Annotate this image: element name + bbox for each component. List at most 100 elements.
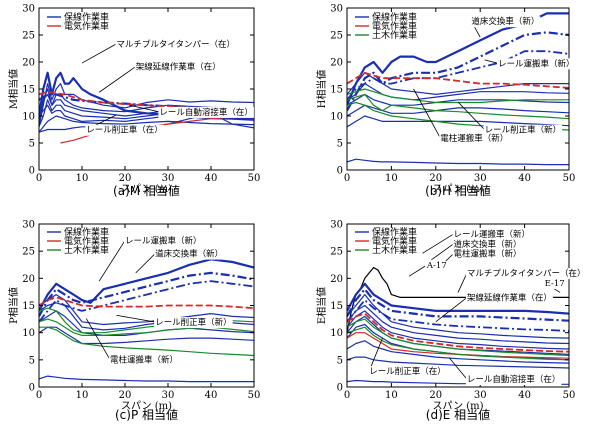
series-line bbox=[347, 72, 569, 96]
legend-label: 保線作業車 bbox=[64, 226, 109, 238]
y-axis-label: M相当値 bbox=[7, 69, 20, 109]
annotation-arrow bbox=[435, 297, 468, 323]
x-tick-label: 50 bbox=[563, 390, 576, 401]
series-line bbox=[347, 304, 569, 345]
series-line bbox=[347, 294, 569, 339]
legend-label: 保線作業車 bbox=[64, 11, 109, 23]
series-group bbox=[347, 266, 569, 385]
x-tick-label: 30 bbox=[474, 390, 487, 401]
x-tick-label: 20 bbox=[429, 390, 442, 401]
y-tick-label: 0 bbox=[337, 166, 343, 177]
series-line bbox=[39, 375, 254, 383]
annotation-arrow bbox=[116, 314, 156, 323]
x-tick-label: 0 bbox=[344, 173, 350, 184]
legend-label: 電気作業車 bbox=[64, 20, 109, 32]
series-line bbox=[347, 299, 569, 332]
y-tick-label: 20 bbox=[22, 58, 35, 69]
annotation-arrow bbox=[135, 253, 156, 274]
x-tick-label: 50 bbox=[248, 173, 261, 184]
x-axis-label: スパン (m) bbox=[433, 400, 484, 412]
y-tick-label: 10 bbox=[22, 328, 35, 339]
series-line bbox=[39, 258, 254, 312]
series-line bbox=[39, 326, 254, 357]
annotation-label: レール運搬車（新） bbox=[498, 58, 575, 69]
y-axis-label: E相当値 bbox=[315, 287, 328, 324]
x-tick-label: 50 bbox=[563, 173, 576, 184]
x-tick-label: 40 bbox=[205, 173, 218, 184]
annotation-label: レール削正車（在） bbox=[86, 125, 163, 136]
annotation-label: レール削正車（新） bbox=[485, 125, 562, 136]
y-tick-label: 15 bbox=[22, 301, 35, 312]
annotation-arrow bbox=[413, 88, 441, 139]
x-tick-label: 30 bbox=[162, 390, 175, 401]
series-line bbox=[347, 332, 569, 359]
annotation-arrow bbox=[484, 59, 499, 64]
x-tick-label: 10 bbox=[76, 173, 89, 184]
series-line bbox=[347, 288, 569, 322]
annotation-arrow bbox=[457, 101, 485, 131]
y-tick-label: 25 bbox=[22, 31, 35, 42]
y-tick-label: 10 bbox=[330, 112, 343, 123]
y-tick-label: 25 bbox=[330, 247, 343, 258]
series-line bbox=[347, 318, 569, 357]
annotation-arrow bbox=[129, 104, 160, 113]
annotation-arrow bbox=[98, 240, 126, 282]
y-tick-label: 30 bbox=[22, 220, 35, 231]
series-line bbox=[347, 115, 569, 128]
y-tick-label: 0 bbox=[337, 383, 343, 394]
x-axis-label: スパン (m) bbox=[433, 183, 484, 195]
legend-label: 土木作業車 bbox=[372, 29, 417, 41]
y-tick-label: 15 bbox=[330, 85, 343, 96]
y-tick-label: 5 bbox=[29, 355, 35, 366]
legend-label: 土木作業車 bbox=[64, 244, 109, 256]
series-line bbox=[39, 280, 254, 323]
annotation-arrow bbox=[448, 357, 468, 380]
legend-label: 土木作業車 bbox=[372, 244, 417, 256]
y-tick-label: 30 bbox=[330, 220, 343, 231]
series-line bbox=[39, 271, 254, 317]
panel-caption: (a)M 相当値 bbox=[113, 183, 180, 198]
x-tick-label: 30 bbox=[474, 173, 487, 184]
series-line bbox=[347, 71, 569, 89]
y-tick-label: 30 bbox=[22, 4, 35, 15]
annotation-arrow bbox=[98, 66, 136, 93]
series-line bbox=[347, 356, 569, 369]
x-tick-label: 0 bbox=[36, 390, 42, 401]
annotation-label: レール削正車（新） bbox=[155, 317, 232, 328]
x-tick-label: 50 bbox=[248, 390, 261, 401]
x-tick-label: 10 bbox=[76, 390, 89, 401]
annotation-label: マルチプルタイタンパー（在） bbox=[467, 268, 586, 279]
y-tick-label: 20 bbox=[330, 274, 343, 285]
annotation-label: マルチプルタイタンパー（在） bbox=[116, 39, 235, 50]
y-tick-label: 5 bbox=[337, 139, 343, 150]
x-tick-label: 0 bbox=[344, 390, 350, 401]
y-tick-label: 30 bbox=[330, 4, 343, 15]
legend-label: 電気作業車 bbox=[372, 20, 417, 32]
series-line bbox=[347, 340, 569, 364]
annotation-label: 電柱運搬車（新） bbox=[440, 133, 508, 144]
x-tick-label: 20 bbox=[119, 390, 132, 401]
y-tick-label: 0 bbox=[29, 383, 35, 394]
annotation-arrow bbox=[81, 43, 117, 64]
panel-caption: (c)P 相当値 bbox=[115, 407, 178, 422]
annotation-arrow bbox=[368, 337, 383, 372]
y-tick-label: 20 bbox=[22, 274, 35, 285]
y-axis-label: P相当値 bbox=[7, 287, 20, 324]
series-line bbox=[347, 88, 569, 104]
y-tick-label: 20 bbox=[330, 58, 343, 69]
y-tick-label: 25 bbox=[22, 247, 35, 258]
panel-caption: (d)E 相当値 bbox=[426, 407, 490, 422]
y-tick-label: 15 bbox=[22, 85, 35, 96]
annotation-arrow bbox=[457, 272, 468, 293]
annotation-label: レール運搬車（新） bbox=[454, 229, 531, 240]
y-tick-label: 15 bbox=[330, 301, 343, 312]
annotation-arrow bbox=[431, 243, 454, 261]
